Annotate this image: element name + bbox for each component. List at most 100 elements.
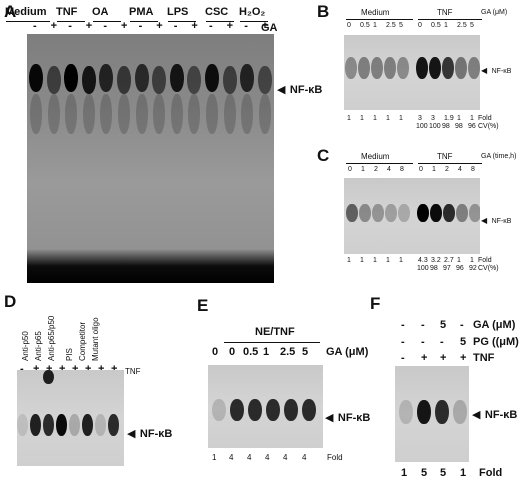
fold-value: 1 <box>212 453 217 462</box>
lane-sign: + <box>98 363 105 375</box>
treatment-label: PMA <box>129 6 154 18</box>
treatment-value: - <box>421 336 425 348</box>
dose-label: 0 <box>212 346 219 358</box>
antibody-lane-label: Anti-p65/p50 <box>47 315 56 361</box>
cv-value: 96 <box>456 265 464 272</box>
group-underline <box>130 21 158 22</box>
lane-sign: - <box>138 20 143 32</box>
dose-label: 0 <box>347 22 351 29</box>
lane-sign: + <box>85 363 92 375</box>
dose-label: 5 <box>399 22 403 29</box>
nfkb-band <box>442 57 454 79</box>
treatment-label: TNF <box>56 6 78 18</box>
nfkb-band <box>117 66 131 94</box>
nfkb-band <box>230 399 244 421</box>
nfkb-band <box>29 64 43 92</box>
time-label: 0 <box>419 166 423 173</box>
fold-label: Fold <box>478 115 492 122</box>
nfkb-band <box>417 204 429 222</box>
treatment-value: - <box>460 319 464 331</box>
treatment-label: LPS <box>167 6 189 18</box>
fold-value: 1 <box>347 115 351 122</box>
tnf-label: TNF <box>125 367 141 376</box>
gel-image-e <box>208 365 323 448</box>
nfkb-band <box>358 57 370 79</box>
fold-value: 5 <box>421 467 428 479</box>
treatment-label: OA <box>92 6 109 18</box>
dose-label: 0.5 <box>243 346 259 358</box>
nfkb-band <box>284 399 298 421</box>
antibody-lane-label: Mutant oligo <box>91 317 100 361</box>
dose-label: 2.5 <box>386 22 396 29</box>
fold-value: 4 <box>247 453 252 462</box>
dose-label: 2.5 <box>280 346 296 358</box>
dose-label: 0.5 <box>360 22 370 29</box>
panel-c-letter: C <box>317 146 330 165</box>
supershift-band <box>43 370 54 384</box>
antibody-lane-label: Anti-p50 <box>21 331 30 361</box>
group-underline <box>224 342 320 343</box>
nfkb-band <box>453 400 467 424</box>
dose-label: 2.5 <box>457 22 467 29</box>
lane-sign: + <box>59 363 66 375</box>
nfkb-band <box>81 66 96 94</box>
row-label: GA (μM) <box>473 319 516 331</box>
arrow-left-icon: ◀ <box>127 428 136 440</box>
nfkb-band <box>371 57 383 79</box>
group-label-medium: Medium <box>361 152 390 161</box>
lane-sign: + <box>156 20 163 32</box>
group-label-medium: Medium <box>361 8 390 17</box>
fold-value: 1 <box>457 115 461 122</box>
nfkb-band <box>222 66 237 94</box>
fold-value: 1 <box>373 257 377 264</box>
nfkb-band <box>257 66 272 94</box>
fold-value: 1 <box>360 257 364 264</box>
nfkb-pointer-c: ◀ NF-κB <box>481 210 511 228</box>
nfkb-band <box>134 64 149 92</box>
panel-e-letter: E <box>197 296 209 315</box>
nfkb-band-smear <box>47 94 60 134</box>
group-underline <box>168 21 196 22</box>
lane-sign: + <box>50 20 58 32</box>
nfkb-band <box>468 57 480 79</box>
antibody-lane-label: PIS <box>65 348 74 361</box>
gel-image-c <box>344 178 480 254</box>
arrow-left-icon: ◀ <box>472 409 481 421</box>
nfkb-band <box>95 414 106 436</box>
nfkb-band-smear <box>135 94 148 134</box>
free-probe-band <box>27 249 274 283</box>
panel-b-letter: B <box>317 2 330 21</box>
nfkb-band <box>17 414 28 436</box>
nfkb-pointer-d: ◀ NF-κB <box>127 424 172 442</box>
ga-time-label: GA (time,h) <box>481 153 517 160</box>
dose-label: 1 <box>444 22 448 29</box>
nfkb-band <box>430 204 442 222</box>
nfkb-band <box>302 399 316 421</box>
lane-sign: - <box>209 20 213 32</box>
panel-a-letter: A <box>4 2 17 21</box>
lane-sign: - <box>68 20 72 32</box>
arrow-left-icon: ◀ <box>481 216 488 225</box>
dose-label: 0 <box>418 22 422 29</box>
time-label: 2 <box>374 166 378 173</box>
fold-value: 1 <box>360 115 364 122</box>
cv-value: 100 <box>429 123 441 130</box>
treatment-value: + <box>460 352 467 364</box>
lane-sign: + <box>33 363 40 375</box>
nfkb-band <box>416 57 428 79</box>
fold-value: 1.9 <box>444 115 454 122</box>
cv-value: 100 <box>416 123 428 130</box>
nfkb-band <box>346 204 358 222</box>
dose-label: 1 <box>263 346 270 358</box>
fold-value: 2.7 <box>444 257 454 264</box>
group-label-ne-tnf: NE/TNF <box>255 326 295 338</box>
cv-label: CV(%) <box>478 123 499 130</box>
nfkb-label: NF-κB <box>484 409 518 421</box>
nfkb-band <box>99 64 114 92</box>
time-label: 2 <box>445 166 449 173</box>
dose-label: 0.5 <box>431 22 441 29</box>
fold-label: Fold <box>478 257 492 264</box>
fold-label: Fold <box>479 467 503 479</box>
fold-value: 3 <box>418 115 422 122</box>
nfkb-label: NF-κB <box>289 84 323 96</box>
